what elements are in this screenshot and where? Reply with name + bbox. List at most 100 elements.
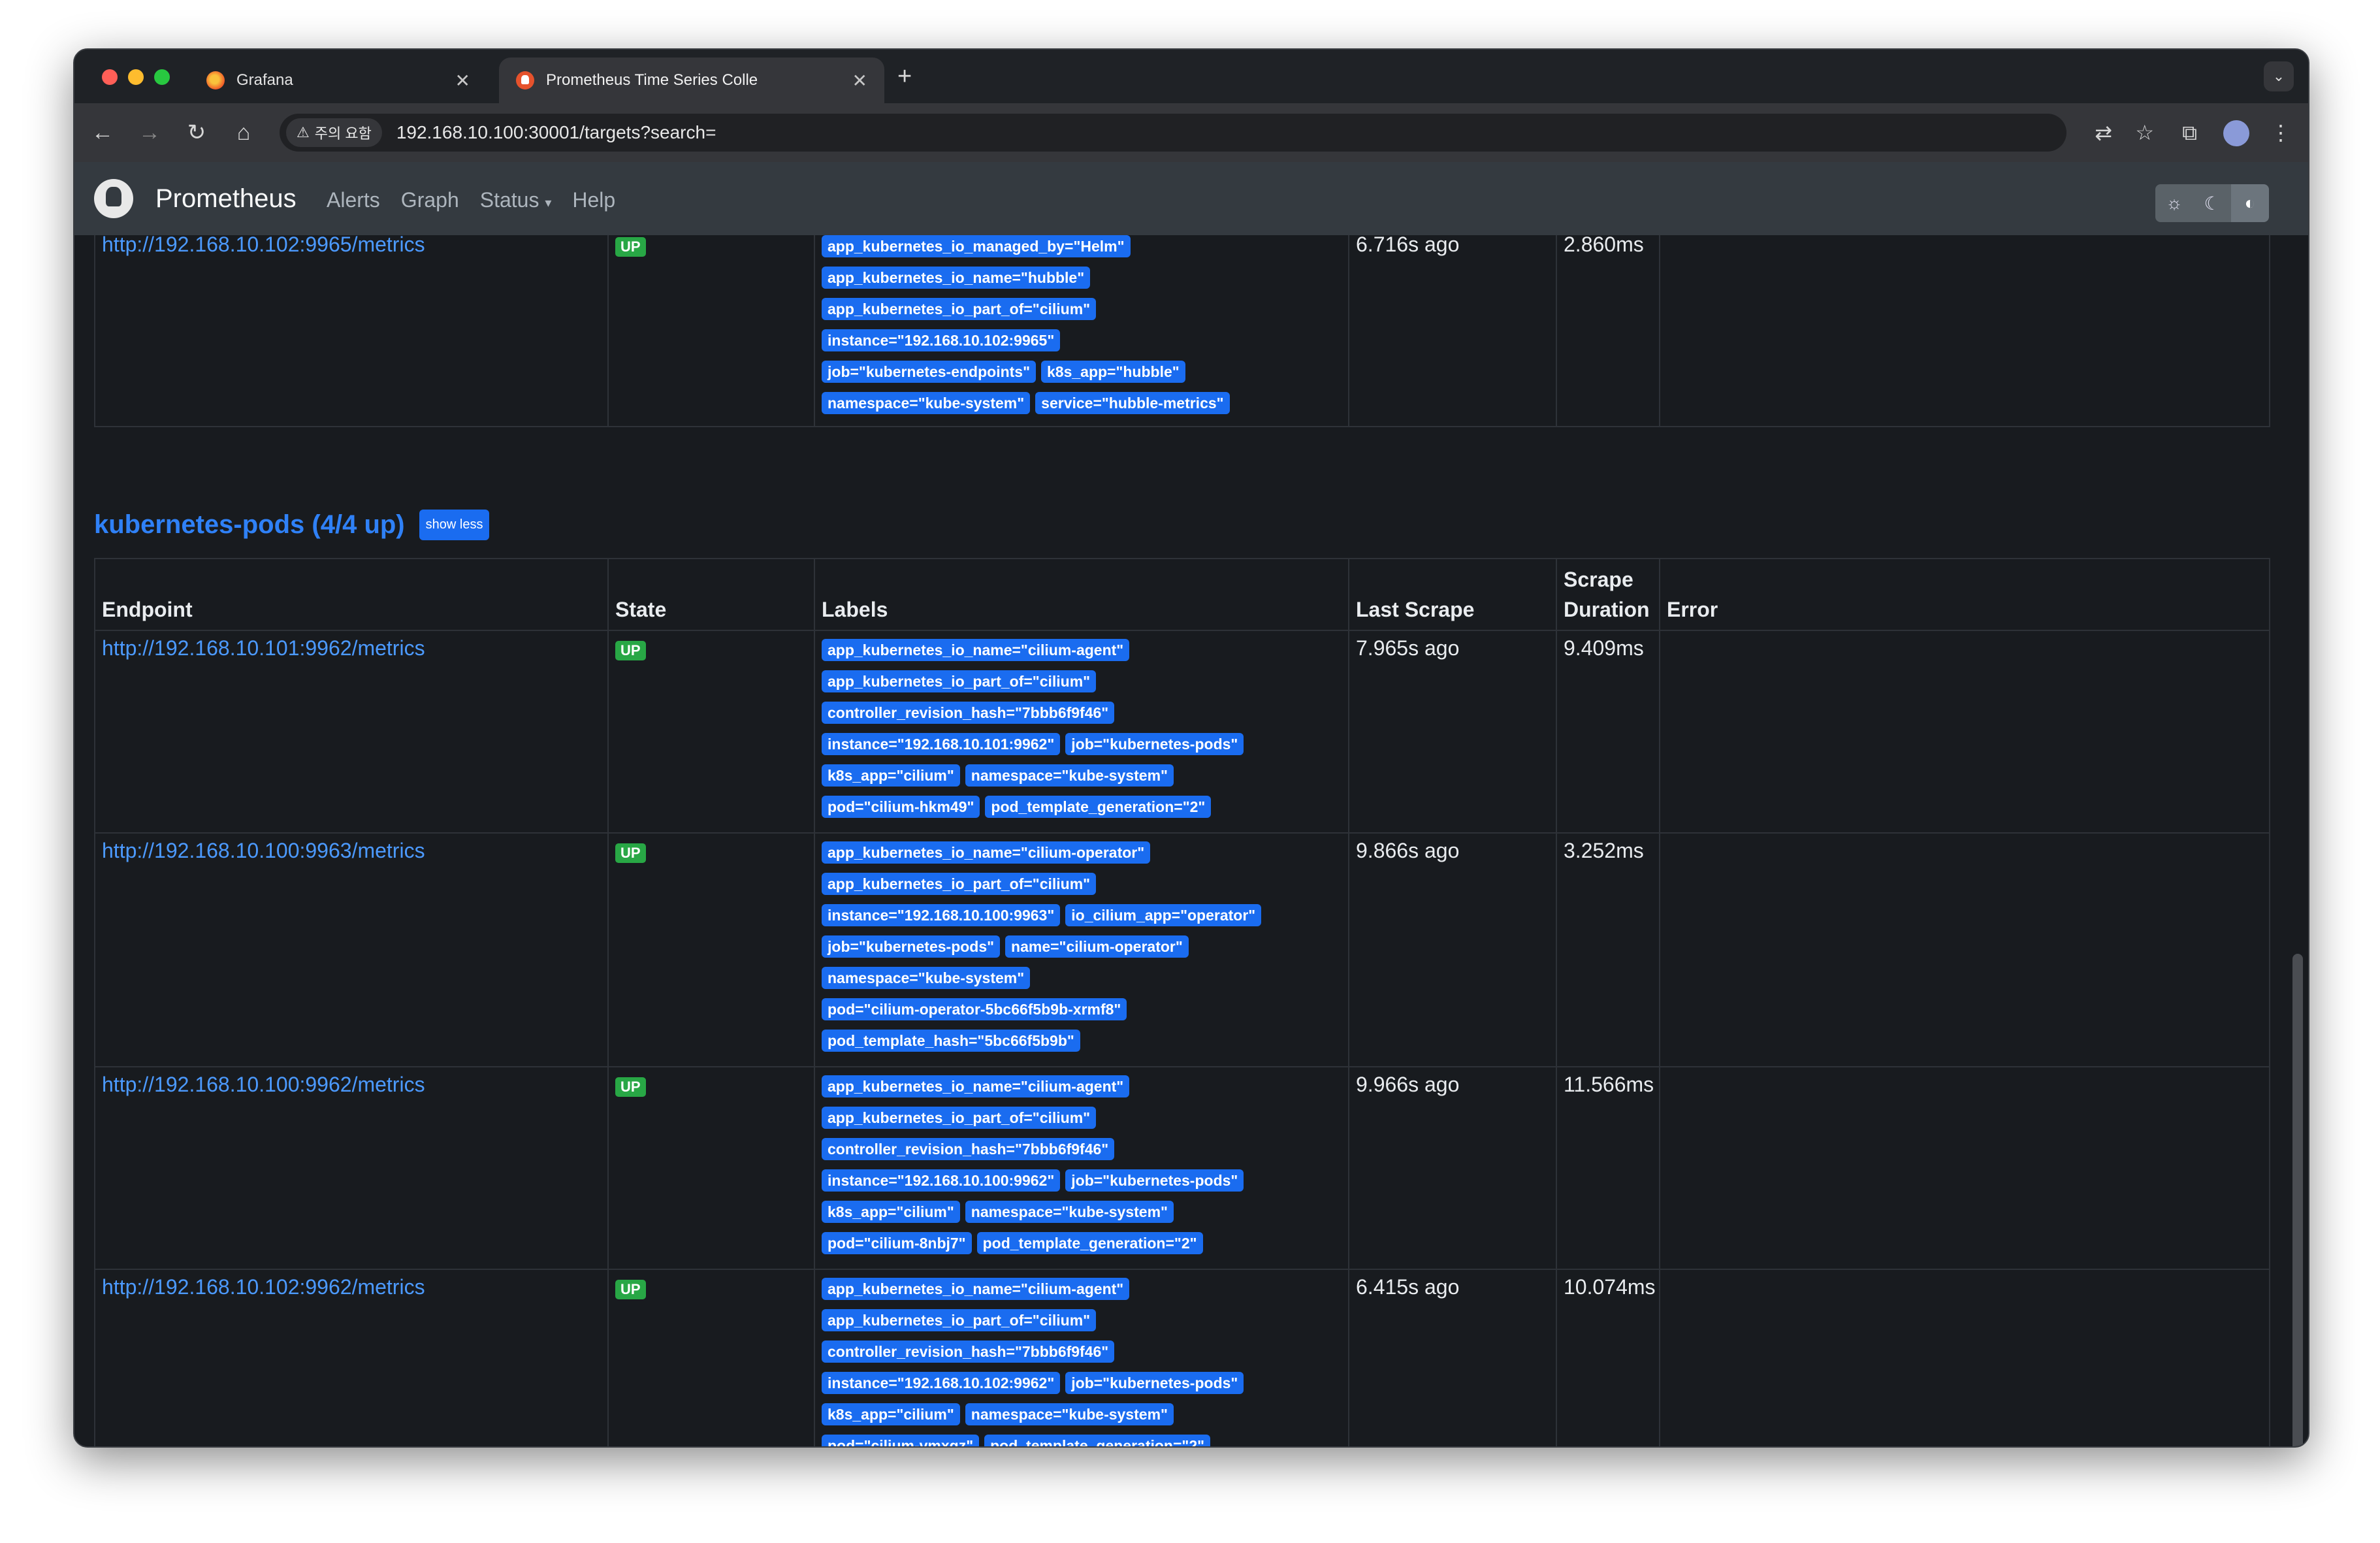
back-icon[interactable]: ←	[91, 120, 114, 145]
scrape-duration-cell: 3.252ms	[1556, 832, 1660, 1067]
error-cell	[1659, 630, 2270, 834]
profile-avatar[interactable]	[2223, 120, 2249, 146]
label-badge: pod_template_generation="2"	[976, 1232, 1203, 1254]
pool-title[interactable]: kubernetes-pods (4/4 up)	[94, 510, 405, 539]
label-line: app_kubernetes_io_part_of="cilium"	[822, 668, 1342, 699]
label-badge: io_cilium_app="operator"	[1065, 904, 1262, 926]
labels-cell: app_kubernetes_io_name="cilium-agent" app…	[814, 1269, 1349, 1446]
label-badge: pod_template_generation="2"	[985, 796, 1212, 818]
table-row: http://192.168.10.101:9962/metrics UP app_…	[94, 630, 2270, 834]
extensions-icon[interactable]: ⧉	[2182, 121, 2197, 144]
prometheus-logo-icon[interactable]	[94, 179, 133, 218]
security-warning-chip[interactable]: ⚠ 주의 요함	[286, 118, 382, 147]
scrollbar-thumb[interactable]	[2292, 954, 2303, 1446]
column-header-scrape-duration: Scrape Duration	[1556, 558, 1660, 631]
url-text[interactable]: 192.168.10.100:30001/targets?search=	[396, 122, 716, 142]
zoom-window-button[interactable]	[154, 69, 170, 85]
label-line: pod="cilium-operator-5bc66f5b9b-xrmf8"	[822, 996, 1342, 1027]
label-line: controller_revision_hash="7bbb6f9f46"	[822, 1135, 1342, 1167]
light-theme-icon[interactable]: ☼	[2155, 184, 2193, 222]
label-line: instance="192.168.10.102:9965"	[822, 327, 1342, 358]
close-tab-icon[interactable]: ✕	[852, 70, 867, 91]
label-line: instance="192.168.10.100:9962" job="kuber…	[822, 1167, 1342, 1198]
reload-icon[interactable]: ↻	[187, 120, 206, 145]
tab-strip: Grafana ✕ Prometheus Time Series Colle ✕…	[74, 50, 2308, 103]
nav-help[interactable]: Help	[572, 188, 616, 212]
label-line: instance="192.168.10.102:9962" job="kuber…	[822, 1369, 1342, 1401]
label-line: job="kubernetes-pods" name="cilium-operat…	[822, 933, 1342, 964]
label-badge: app_kubernetes_io_part_of="cilium"	[822, 1107, 1097, 1129]
labels-cell: app_kubernetes_io_managed_by="Helm" app_k…	[814, 235, 1349, 427]
label-line: app_kubernetes_io_name="cilium-agent"	[822, 1275, 1342, 1307]
page-scrollbar[interactable]	[2287, 235, 2308, 1446]
address-bar[interactable]: ⚠ 주의 요함 192.168.10.100:30001/targets?sea…	[280, 114, 2066, 152]
tab-title: Prometheus Time Series Colle	[546, 71, 758, 89]
endpoint-link[interactable]: http://192.168.10.102:9965/metrics	[102, 235, 425, 256]
label-badge: pod="cilium-8nbj7"	[822, 1232, 972, 1254]
labels-cell: app_kubernetes_io_name="cilium-agent"app…	[814, 1066, 1349, 1270]
tab-title: Grafana	[236, 71, 293, 89]
show-less-button[interactable]: show less	[419, 510, 490, 540]
nav-status[interactable]: Status ▾	[480, 188, 552, 212]
label-badge: name="cilium-operator"	[1005, 935, 1189, 958]
label-line: k8s_app="cilium" namespace="kube-system"	[822, 1401, 1342, 1432]
table-header-row: Endpoint State Labels Last Scrape Scrape…	[94, 558, 2270, 631]
close-tab-icon[interactable]: ✕	[455, 70, 470, 91]
dark-theme-icon[interactable]: ☾	[2193, 184, 2231, 222]
label-line: pod="cilium-8nbj7" pod_template_generatio…	[822, 1229, 1342, 1261]
state-badge: UP	[615, 843, 646, 863]
translate-icon[interactable]: ⇄	[2095, 121, 2112, 144]
label-badge: namespace="kube-system"	[965, 764, 1174, 787]
prometheus-icon	[516, 71, 534, 89]
bookmark-star-icon[interactable]: ☆	[2135, 121, 2154, 144]
label-line: instance="192.168.10.101:9962" job="kuber…	[822, 730, 1342, 762]
last-scrape-cell: 6.415s ago	[1348, 1269, 1557, 1446]
caret-down-icon: ▾	[545, 196, 552, 210]
tab-search-button[interactable]: ⌄	[2264, 61, 2294, 91]
label-line: app_kubernetes_io_part_of="cilium"	[822, 295, 1342, 327]
auto-theme-icon[interactable]: ◐	[2231, 184, 2269, 222]
label-line: app_kubernetes_io_name="cilium-operator"	[822, 839, 1342, 870]
brand-title[interactable]: Prometheus	[155, 184, 297, 213]
header-line: Scrape	[1564, 568, 1633, 591]
label-badge: job="kubernetes-pods"	[1065, 1372, 1244, 1394]
label-line: app_kubernetes_io_part_of="cilium"	[822, 1104, 1342, 1135]
label-badge: app_kubernetes_io_part_of="cilium"	[822, 670, 1097, 692]
label-badge: controller_revision_hash="7bbb6f9f46"	[822, 1138, 1115, 1160]
endpoint-link[interactable]: http://192.168.10.100:9963/metrics	[102, 839, 425, 862]
home-icon[interactable]: ⌂	[236, 120, 251, 145]
label-badge: controller_revision_hash="7bbb6f9f46"	[822, 702, 1115, 724]
endpoint-cell: http://192.168.10.100:9962/metrics	[94, 1066, 609, 1270]
label-badge: pod_template_generation="2"	[984, 1435, 1211, 1446]
label-line: app_kubernetes_io_name="cilium-agent"	[822, 1073, 1342, 1104]
endpoint-link[interactable]: http://192.168.10.101:9962/metrics	[102, 636, 425, 660]
label-badge: k8s_app="cilium"	[822, 764, 960, 787]
state-cell: UP	[607, 630, 815, 834]
minimize-window-button[interactable]	[128, 69, 144, 85]
new-tab-button[interactable]: +	[897, 63, 912, 90]
column-header-state: State	[607, 558, 815, 631]
endpoint-link[interactable]: http://192.168.10.102:9962/metrics	[102, 1275, 425, 1299]
last-scrape-cell: 9.866s ago	[1348, 832, 1557, 1067]
forward-icon[interactable]: →	[138, 120, 161, 145]
state-cell: UP	[607, 235, 815, 427]
label-badge: job="kubernetes-pods"	[1065, 1169, 1244, 1192]
tab-grafana[interactable]: Grafana ✕	[189, 57, 487, 103]
label-badge: pod="cilium-operator-5bc66f5b9b-xrmf8"	[822, 998, 1127, 1020]
state-cell: UP	[607, 1269, 815, 1446]
nav-alerts[interactable]: Alerts	[327, 188, 380, 212]
column-header-error: Error	[1659, 558, 2270, 631]
endpoint-cell: http://192.168.10.102:9965/metrics	[94, 235, 609, 427]
label-badge: app_kubernetes_io_name="cilium-agent"	[822, 639, 1130, 661]
tab-prometheus[interactable]: Prometheus Time Series Colle ✕	[499, 57, 884, 103]
label-badge: k8s_app="cilium"	[822, 1403, 960, 1425]
label-badge: app_kubernetes_io_name="hubble"	[822, 267, 1091, 289]
scrape-duration-cell: 9.409ms	[1556, 630, 1660, 834]
menu-dots-icon[interactable]: ⋮	[2270, 121, 2291, 144]
nav-graph[interactable]: Graph	[400, 188, 459, 212]
last-scrape-cell: 7.965s ago	[1348, 630, 1557, 834]
label-line: k8s_app="cilium" namespace="kube-system"	[822, 762, 1342, 793]
close-window-button[interactable]	[102, 69, 118, 85]
table-row: http://192.168.10.102:9962/metrics UP app_…	[94, 1269, 2270, 1446]
endpoint-link[interactable]: http://192.168.10.100:9962/metrics	[102, 1073, 425, 1096]
